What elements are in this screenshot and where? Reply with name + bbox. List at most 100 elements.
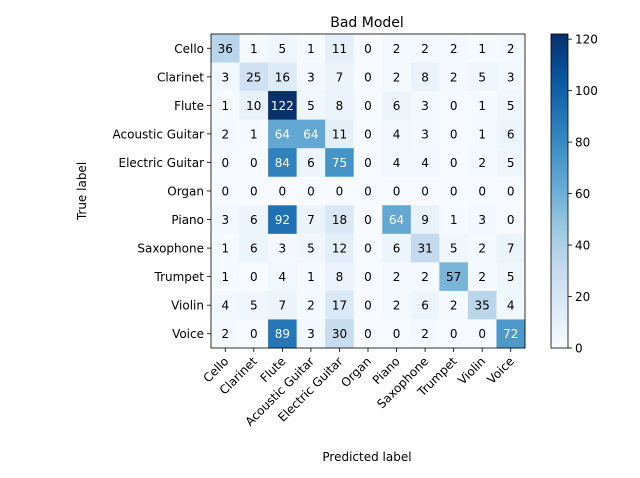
heatmap-cell [353,91,383,121]
heatmap-cell [268,262,298,292]
cell-value-label: 4 [421,156,429,170]
cell-value-label: 5 [250,299,258,313]
heatmap-cell [296,176,326,206]
cell-value-label: 11 [332,127,347,141]
y-tick-label: Electric Guitar [118,156,204,170]
cell-value-label: 30 [332,327,347,341]
cell-value-label: 0 [364,156,372,170]
heatmap-cell [353,290,383,320]
heatmap-cell [211,205,241,235]
cell-value-label: 35 [475,299,490,313]
colorbar-tick-label: 40 [575,239,590,253]
heatmap-cell [211,262,241,292]
cell-value-label: 0 [393,185,401,199]
heatmap-cell [439,262,469,292]
cell-value-label: 1 [478,42,486,56]
y-tick-label: Piano [171,213,204,227]
cell-value-label: 6 [250,213,258,227]
cell-value-label: 0 [364,127,372,141]
heatmap-cell [239,62,269,92]
heatmap-cell [410,91,440,121]
colorbar-ticks: 0 20 40 60 80 100 120 [568,33,598,356]
y-axis-label: True label [75,162,89,221]
cell-value-label: 0 [250,185,258,199]
heatmap-cell [211,62,241,92]
colorbar-tick-label: 60 [575,187,590,201]
cell-value-label: 17 [332,299,347,313]
heatmap-cell [296,262,326,292]
cell-value-label: 5 [450,242,458,256]
heatmap-cell [211,148,241,178]
heatmap-cell [496,205,526,235]
heatmap-cell [496,319,526,349]
heatmap-cell [439,205,469,235]
cell-value-label: 0 [450,185,458,199]
cell-value-label: 4 [507,299,515,313]
heatmap-cell [467,262,497,292]
heatmap-cell [268,91,298,121]
heatmap-cell [410,34,440,64]
heatmap-cell [296,148,326,178]
colorbar-tick-label: 80 [575,136,590,150]
heatmap-cell [410,290,440,320]
heatmap-cell [211,290,241,320]
cell-value-label: 1 [307,42,315,56]
cell-value-label: 36 [218,42,233,56]
cell-value-label: 3 [507,70,515,84]
heatmap-cell [382,319,412,349]
heatmap-cell [353,119,383,149]
cell-value-label: 4 [393,127,401,141]
cell-value-label: 0 [364,213,372,227]
cell-value-label: 0 [250,270,258,284]
heatmap-cell [467,119,497,149]
colorbar-tick-label: 0 [575,342,583,356]
heatmap-cell [325,34,355,64]
cell-value-label: 7 [507,242,515,256]
heatmap-cell [382,62,412,92]
heatmap-cell [296,62,326,92]
cell-value-label: 0 [450,127,458,141]
cell-value-label: 5 [478,70,486,84]
cell-value-label: 0 [507,185,515,199]
cell-value-label: 7 [336,70,344,84]
cell-value-label: 6 [250,242,258,256]
cell-value-label: 2 [221,127,229,141]
cell-value-label: 25 [246,70,261,84]
cell-value-label: 2 [507,42,515,56]
heatmap-cell [382,119,412,149]
heatmap-cell [353,205,383,235]
heatmap-cell [382,290,412,320]
cell-value-label: 2 [450,299,458,313]
cell-value-label: 0 [450,99,458,113]
heatmap-cell [496,262,526,292]
heatmap-cell [296,119,326,149]
heatmap-cell [325,262,355,292]
heatmap-cell [239,233,269,263]
heatmap-cell [496,233,526,263]
y-tick-label: Voice [172,327,204,341]
cell-value-label: 2 [221,327,229,341]
x-tick-label: Organ [338,354,374,390]
heatmap-cell [239,176,269,206]
heatmap-cell [353,262,383,292]
cell-value-label: 72 [503,327,518,341]
y-tick-label: Cello [174,42,204,56]
heatmap-cell [496,119,526,149]
heatmap-cell [496,290,526,320]
heatmap-cell [496,62,526,92]
heatmap-cell [382,176,412,206]
cell-value-label: 122 [271,99,294,113]
cell-value-label: 5 [279,42,287,56]
cell-value-label: 0 [279,185,287,199]
cell-value-label: 4 [393,156,401,170]
cell-value-label: 1 [221,99,229,113]
heatmap-cell [239,290,269,320]
heatmap-cells [211,34,526,349]
cell-value-label: 0 [450,156,458,170]
heatmap-cell [296,233,326,263]
heatmap-cell [439,290,469,320]
cell-value-label: 0 [478,327,486,341]
heatmap-cell [325,119,355,149]
heatmap-cell [410,233,440,263]
